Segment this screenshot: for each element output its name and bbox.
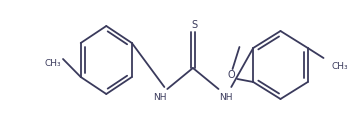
Text: CH₃: CH₃ xyxy=(45,59,61,67)
Text: S: S xyxy=(192,20,198,30)
Text: CH₃: CH₃ xyxy=(331,61,348,71)
Text: O: O xyxy=(228,70,236,80)
Text: NH: NH xyxy=(220,93,233,102)
Text: NH: NH xyxy=(153,93,166,102)
